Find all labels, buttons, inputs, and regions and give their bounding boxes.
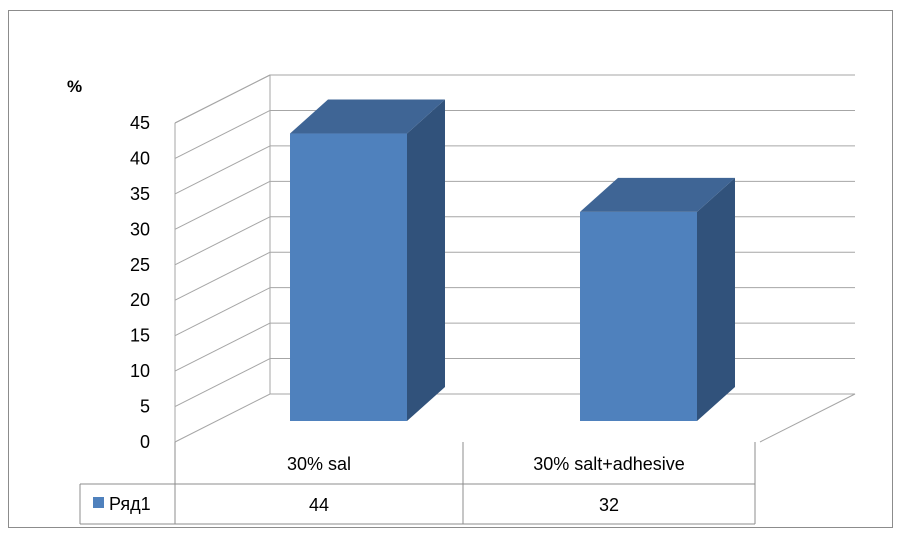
chart-floor — [174, 393, 856, 443]
bar — [290, 99, 445, 422]
series-name: Ряд1 — [109, 494, 151, 514]
gridline-diagonal — [174, 145, 271, 195]
category-label: 30% salt+adhesive — [533, 454, 685, 474]
y-tick-label: 10 — [130, 361, 150, 381]
gridline-diagonal — [174, 180, 271, 230]
category-label: 30% sal — [287, 454, 351, 474]
y-tick-label: 15 — [130, 326, 150, 346]
y-tick-label: 40 — [130, 148, 150, 168]
bar-side — [697, 177, 735, 421]
y-tick-label: 5 — [140, 397, 150, 417]
gridline-diagonal — [174, 287, 271, 337]
y-axis: 0 5 10 15 20 25 30 35 40 45 — [130, 113, 176, 452]
gridline-diagonal — [174, 216, 271, 266]
y-tick-label: 30 — [130, 219, 150, 239]
data-value-label: 32 — [599, 495, 619, 515]
bar — [580, 177, 735, 421]
bar-side — [407, 99, 445, 422]
back-wall-edge — [174, 74, 271, 124]
chart-frame — [8, 10, 893, 528]
y-tick-label: 35 — [130, 184, 150, 204]
bar-front — [290, 133, 407, 422]
y-tick-label: 0 — [140, 432, 150, 452]
y-tick-label: 45 — [130, 113, 150, 133]
bar-top — [580, 177, 735, 212]
gridline-diagonal — [174, 358, 271, 408]
bars — [290, 99, 735, 422]
gridline-diagonal — [174, 322, 271, 372]
gridlines — [174, 74, 855, 408]
legend-key — [93, 497, 104, 508]
y-tick-label: 25 — [130, 255, 150, 275]
y-tick-label: 20 — [130, 290, 150, 310]
floor-outline — [174, 393, 856, 443]
gridline-diagonal — [174, 109, 271, 159]
gridline-diagonal — [174, 251, 271, 301]
bar-top — [290, 99, 445, 134]
data-value-label: 44 — [309, 495, 329, 515]
bar-front — [580, 211, 697, 421]
y-axis-title: % — [67, 77, 82, 96]
data-table: 30% sal 30% salt+adhesive 44 32 Ряд1 — [79, 442, 756, 525]
